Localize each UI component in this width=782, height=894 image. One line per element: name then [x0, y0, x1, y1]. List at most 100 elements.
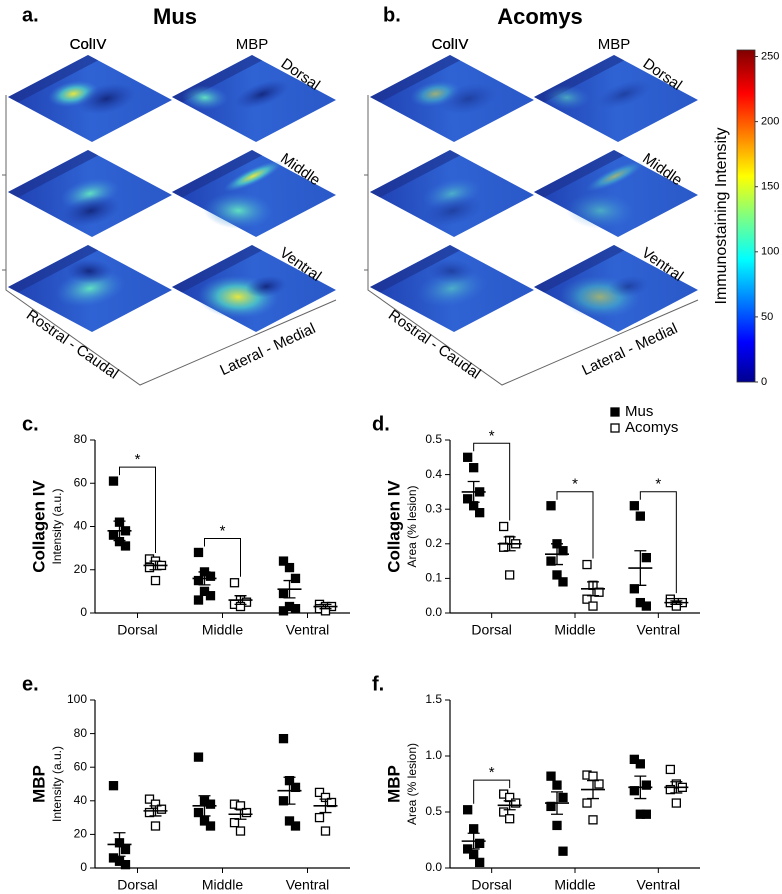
data-point	[199, 816, 210, 826]
tile-edge	[370, 245, 461, 293]
y-axis-title: MBP	[384, 765, 403, 803]
y-tick-label: 40	[74, 519, 88, 533]
legend-label: Mus	[625, 403, 653, 420]
axis-label: Lateral - Medial	[579, 320, 680, 379]
data-point	[150, 821, 161, 831]
error-bar	[670, 781, 683, 794]
panel-label: e.	[22, 673, 39, 695]
column-label: ColIV	[432, 36, 469, 53]
axis-line	[367, 95, 699, 386]
heatmap-tile	[534, 150, 698, 237]
data-point	[320, 826, 331, 836]
tile-blob	[428, 258, 475, 284]
y-axis-subtitle: Area (% lesion)	[405, 485, 419, 567]
error-bar	[149, 560, 162, 571]
error-bar	[587, 779, 599, 800]
error-bar	[634, 775, 647, 800]
y-tick-label: 0	[80, 860, 87, 874]
column-label: ColIV	[70, 36, 107, 53]
data-point	[463, 452, 473, 462]
error-bar	[319, 798, 332, 814]
significance-bracket	[204, 537, 241, 577]
data-point	[314, 787, 325, 798]
data-point	[284, 562, 295, 573]
x-tick-label: Ventral	[286, 622, 330, 638]
y-tick-label: 20	[74, 562, 88, 576]
heatmap-tile	[370, 150, 534, 237]
data-point	[469, 463, 479, 473]
x-tick-label: Middle	[202, 622, 243, 638]
tile-edge	[370, 150, 461, 198]
y-tick-label: 0.0	[425, 860, 442, 874]
data-point	[278, 733, 289, 744]
y-tick-label: 40	[74, 793, 88, 807]
y-tick-label: 0.0	[425, 605, 442, 619]
data-point	[552, 570, 562, 580]
y-tick-label: 0.1	[425, 571, 442, 585]
y-tick-label: 0.4	[425, 467, 442, 481]
data-point	[558, 577, 568, 587]
data-point	[290, 604, 301, 614]
x-tick-label: Ventral	[286, 877, 330, 893]
x-tick-label: Dorsal	[117, 622, 157, 638]
panel-label: f.	[372, 673, 384, 695]
data-point	[610, 407, 620, 417]
data-point	[588, 601, 598, 611]
significance-bracket	[473, 442, 511, 521]
data-point	[205, 591, 216, 601]
data-point	[671, 798, 681, 808]
tile-edge	[534, 150, 625, 198]
data-point	[108, 781, 119, 791]
data-point	[558, 792, 568, 803]
error-bar	[634, 550, 647, 586]
panel-label: c.	[22, 413, 39, 435]
colorbar-tick-label: 100	[761, 246, 779, 258]
tile-blob	[439, 83, 498, 115]
tile-blob	[607, 275, 649, 298]
tile-blob	[565, 192, 636, 230]
y-axis-subtitle: Intensity (a.u.)	[50, 488, 64, 564]
y-tick-label: 80	[74, 432, 88, 446]
heatmap-tile	[8, 245, 172, 332]
x-tick-label: Middle	[554, 877, 595, 893]
tile-edge	[172, 245, 263, 293]
error-bar	[503, 536, 516, 552]
y-axis-title: Collagen IV	[29, 480, 48, 573]
tile-blob	[543, 85, 591, 110]
column-label: ColIV	[432, 36, 469, 53]
x-tick-label: Middle	[202, 877, 243, 893]
tile-blob	[596, 80, 652, 109]
colorbar-label: Immunostaining Intensity	[713, 128, 730, 305]
data-point	[629, 501, 639, 511]
y-tick-label: 100	[67, 692, 87, 706]
tile-blob	[234, 80, 290, 109]
error-bar	[670, 600, 683, 605]
data-point	[290, 573, 301, 584]
x-tick-label: Dorsal	[471, 622, 511, 638]
axis-line	[5, 95, 337, 386]
data-point	[193, 752, 204, 762]
tile-blob	[77, 83, 136, 115]
y-tick-label: 80	[74, 726, 88, 740]
significance-bracket	[639, 491, 677, 594]
significance-label: *	[489, 427, 495, 444]
data-point	[635, 759, 645, 769]
heatmap-tile	[370, 245, 534, 332]
data-point	[511, 798, 521, 808]
y-axis-subtitle: Area (% lesion)	[405, 743, 419, 825]
data-point	[475, 508, 485, 518]
error-bar	[234, 595, 247, 605]
significance-label: *	[572, 476, 578, 493]
error-bar	[551, 543, 563, 566]
data-point	[278, 556, 289, 566]
tile-edge	[370, 55, 461, 103]
data-point	[641, 809, 651, 819]
data-point	[546, 771, 556, 781]
error-bar	[283, 776, 296, 805]
data-point	[499, 807, 509, 817]
x-tick-label: Dorsal	[117, 877, 157, 893]
column-label: ColIV	[70, 36, 107, 53]
tile-blob	[423, 195, 483, 227]
error-bar	[283, 579, 296, 599]
y-tick-label: 0.2	[425, 536, 442, 550]
